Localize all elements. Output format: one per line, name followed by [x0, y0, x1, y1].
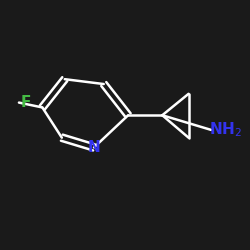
- Text: F: F: [21, 95, 32, 110]
- Text: N: N: [88, 140, 101, 155]
- Text: NH$_2$: NH$_2$: [208, 120, 242, 139]
